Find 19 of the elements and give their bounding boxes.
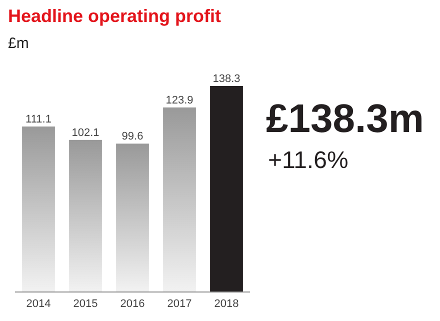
x-tick-label: 2018	[214, 298, 239, 310]
x-tick-label: 2017	[167, 298, 192, 310]
text: £138.3m	[266, 97, 424, 141]
data-label: 138.3	[212, 73, 240, 85]
bar	[163, 107, 196, 292]
data-label: 111.1	[26, 114, 52, 126]
bar	[116, 144, 149, 292]
x-tick-label: 2016	[120, 298, 145, 310]
data-label: 123.9	[166, 94, 194, 106]
x-tick-label: 2015	[73, 298, 98, 310]
bar	[69, 140, 102, 292]
text: +11.6%	[268, 147, 348, 174]
data-label: 102.1	[72, 126, 100, 139]
x-tick-label: 2014	[26, 298, 51, 310]
bar	[210, 86, 243, 292]
chart-subtitle: £m	[8, 35, 29, 52]
chart-title: Headline operating profit	[8, 6, 222, 26]
data-label: 99.6	[122, 130, 144, 143]
bar	[22, 126, 55, 292]
